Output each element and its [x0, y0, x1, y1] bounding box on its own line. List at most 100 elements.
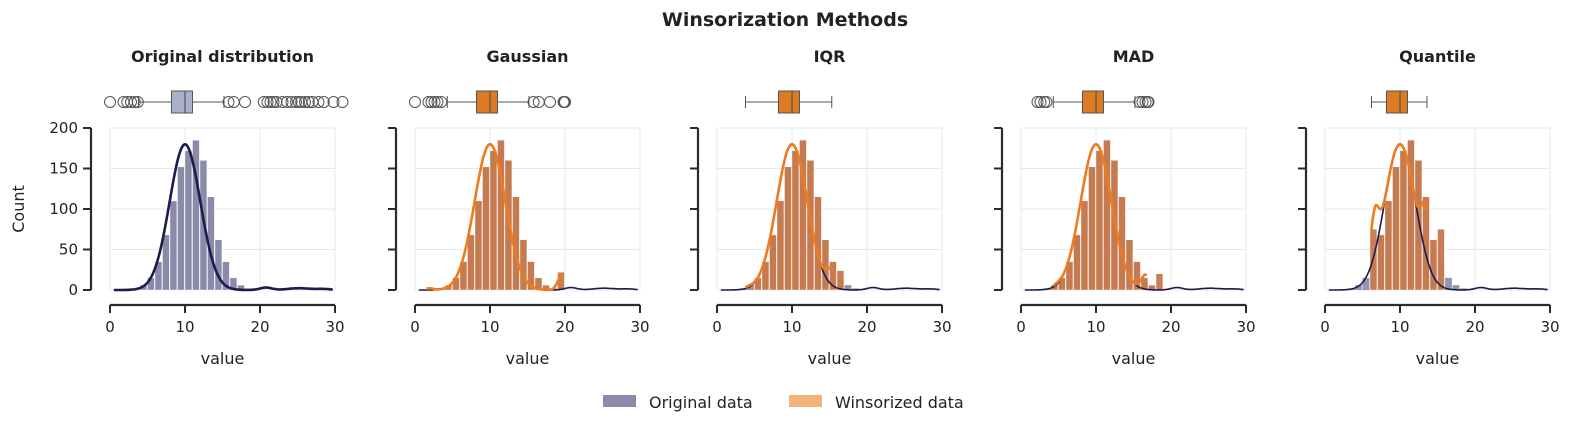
- winsorized-bar: [1392, 166, 1400, 291]
- boxplot-outlier: [239, 96, 251, 108]
- x-tick-label: 0: [1016, 318, 1026, 336]
- winsorized-bar: [1073, 234, 1081, 291]
- winsorized-bar: [1399, 150, 1408, 291]
- boxplot-outlier: [257, 96, 270, 108]
- boxplot-box: [1386, 90, 1408, 114]
- winsorized-bar: [482, 166, 490, 291]
- winsorized-bar: [1125, 239, 1134, 291]
- boxplot-outlier: [1034, 96, 1047, 108]
- boxplot-outlier: [312, 96, 325, 108]
- y-axis-label: Count: [9, 185, 28, 233]
- boxplot-outlier: [1040, 96, 1053, 108]
- boxplot-outlier: [425, 96, 438, 108]
- panel-original-distribution: Original distribution 0 50 100 150 200 0 10 20 30…: [49, 47, 349, 368]
- y-tick-label: 200: [49, 119, 78, 137]
- panel-title: MAD: [1113, 47, 1155, 66]
- boxplot-outlier: [428, 96, 441, 108]
- x-axis-label: value: [1112, 349, 1156, 368]
- y-tick-label: 0: [68, 281, 78, 299]
- boxplot-outlier: [264, 96, 277, 108]
- boxplot-outlier: [267, 96, 280, 108]
- boxplot-outlier: [281, 96, 293, 108]
- original-bar: [162, 234, 170, 291]
- boxplot-outlier: [527, 96, 540, 108]
- boxplot-outlier: [317, 96, 330, 108]
- winsorized-bar: [791, 150, 800, 291]
- x-tick-label: 10: [1086, 318, 1105, 336]
- winsorized-bar: [1437, 229, 1445, 291]
- x-tick-label: 20: [1465, 318, 1484, 336]
- original-bar: [1452, 285, 1460, 290]
- boxplot-box: [1082, 90, 1104, 114]
- panel-title: Original distribution: [131, 47, 314, 66]
- boxplot-outlier: [1031, 96, 1044, 108]
- boxplot-outlier: [261, 96, 274, 108]
- boxplot-outlier: [1133, 96, 1146, 108]
- boxplot-outlier: [285, 96, 298, 108]
- original-bar: [1355, 285, 1362, 290]
- boxplot-outlier: [299, 96, 311, 108]
- x-tick-label: 20: [555, 318, 574, 336]
- x-axis-label: value: [201, 349, 245, 368]
- x-axis-label: value: [1416, 349, 1460, 368]
- x-tick-label: 10: [480, 318, 499, 336]
- winsorized-bar: [1140, 277, 1149, 291]
- x-axis-label: value: [506, 349, 550, 368]
- panel-gaussian: Gaussian 0 10 20 30 value: [388, 47, 650, 368]
- winsorized-bar: [1384, 200, 1393, 291]
- winsorized-kde-line: [744, 142, 832, 289]
- panel-mad: MAD 0 10 20 30 value: [994, 47, 1256, 368]
- boxplot-outlier: [409, 96, 421, 108]
- x-tick-label: 20: [1161, 318, 1180, 336]
- winsorized-bar: [1095, 150, 1104, 291]
- original-bar: [184, 150, 193, 291]
- x-tick-label: 30: [1236, 318, 1255, 336]
- legend-label-original: Original data: [649, 393, 753, 412]
- winsorized-bar: [1155, 273, 1164, 291]
- winsorized-bar: [799, 139, 807, 291]
- winsorized-bar: [527, 261, 535, 291]
- original-bar: [192, 139, 200, 291]
- original-bar: [222, 261, 230, 291]
- boxplot-outlier: [128, 96, 141, 108]
- boxplot-outlier: [1136, 96, 1149, 108]
- x-tick-label: 0: [1320, 318, 1330, 336]
- boxplot-outlier: [276, 96, 289, 108]
- winsorized-bar: [489, 150, 498, 291]
- figure-suptitle: Winsorization Methods: [662, 9, 908, 31]
- winsorized-bar: [1080, 200, 1089, 291]
- boxplot-box: [171, 90, 193, 114]
- boxplot-outlier: [544, 96, 556, 108]
- x-tick-label: 20: [857, 318, 876, 336]
- x-tick-label: 0: [105, 318, 115, 336]
- original-bar: [1362, 277, 1370, 290]
- boxplot-outlier: [435, 96, 448, 108]
- panel-title: Quantile: [1399, 47, 1476, 66]
- boxplot-outlier: [222, 96, 235, 108]
- winsorized-bar: [497, 139, 505, 291]
- boxplot-outlier: [327, 96, 340, 108]
- x-tick-label: 30: [630, 318, 649, 336]
- y-tick-label: 150: [49, 160, 78, 178]
- x-tick-label: 0: [712, 318, 722, 336]
- winsorized-bar: [1133, 261, 1141, 291]
- original-bar: [169, 200, 178, 291]
- panel-iqr: IQR 0 10 20 30 value: [690, 47, 952, 368]
- boxplot-outlier: [125, 96, 137, 108]
- y-tick-label: 100: [49, 200, 78, 218]
- boxplot-box: [476, 90, 498, 114]
- x-tick-label: 10: [1390, 318, 1409, 336]
- legend-swatch-winsorized: [789, 395, 822, 407]
- legend: Original data Winsorized data: [603, 393, 964, 412]
- boxplot-outlier: [559, 96, 571, 108]
- winsorized-bar: [1407, 139, 1415, 291]
- winsorized-bar: [836, 270, 845, 291]
- x-tick-label: 10: [175, 318, 194, 336]
- winsorized-bar: [1103, 139, 1111, 291]
- x-tick-label: 10: [782, 318, 801, 336]
- winsorized-bar: [474, 200, 483, 291]
- boxplot-outlier: [302, 96, 315, 108]
- x-tick-label: 30: [325, 318, 344, 336]
